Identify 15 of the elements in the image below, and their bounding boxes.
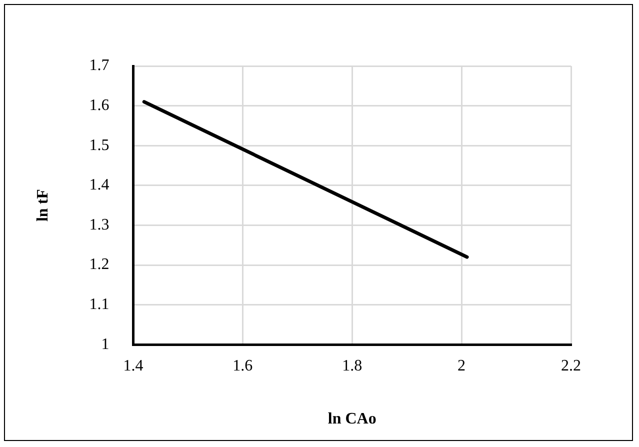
y-axis-title: ln tF — [34, 188, 52, 222]
y-tick-label: 1.6 — [89, 97, 110, 114]
y-tick-label: 1.4 — [89, 176, 110, 194]
y-tick-label: 1.2 — [89, 256, 110, 274]
y-tick-label: 1.3 — [89, 216, 110, 234]
y-tick-label: 1.1 — [89, 296, 110, 314]
y-tick-label: 1.7 — [89, 57, 110, 74]
x-tick-label: 1.4 — [123, 357, 144, 374]
y-tick-label: 1.5 — [89, 136, 110, 154]
x-tick-label: 2 — [458, 357, 466, 374]
x-axis-title: ln CAo — [328, 410, 376, 428]
x-tick-label: 1.8 — [342, 357, 362, 374]
x-tick-label: 2.2 — [561, 357, 581, 374]
y-tick-label: 1 — [101, 336, 110, 353]
x-tick-label: 1.6 — [232, 357, 253, 374]
